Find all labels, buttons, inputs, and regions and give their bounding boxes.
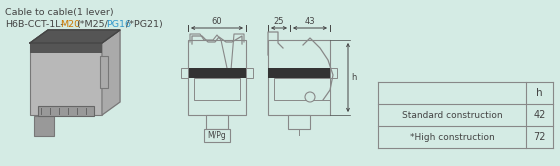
- Text: Standard construction: Standard construction: [402, 111, 502, 120]
- Text: 72: 72: [533, 132, 546, 142]
- Text: M20: M20: [60, 20, 81, 29]
- Text: 42: 42: [533, 110, 545, 120]
- Bar: [268, 40, 330, 115]
- Text: PG16: PG16: [106, 20, 131, 29]
- Bar: [30, 43, 102, 115]
- Text: 43: 43: [305, 17, 315, 26]
- Polygon shape: [30, 30, 120, 43]
- Text: Cable to cable(1 lever): Cable to cable(1 lever): [5, 8, 114, 17]
- Bar: [268, 68, 330, 78]
- Text: 60: 60: [212, 17, 222, 26]
- Bar: [38, 106, 94, 116]
- Text: *High construction: *High construction: [409, 132, 494, 141]
- Text: H6B-CCT-1L-: H6B-CCT-1L-: [5, 20, 64, 29]
- Bar: [204, 129, 230, 142]
- Bar: [30, 43, 102, 53]
- Bar: [188, 40, 246, 115]
- Bar: [330, 68, 337, 78]
- Bar: [188, 68, 246, 78]
- Circle shape: [305, 92, 315, 102]
- Bar: [288, 115, 310, 129]
- Bar: [181, 68, 188, 78]
- Text: h: h: [351, 73, 356, 82]
- Bar: [100, 56, 108, 88]
- Text: /*PG21): /*PG21): [126, 20, 163, 29]
- Bar: [34, 116, 54, 136]
- Polygon shape: [102, 30, 120, 115]
- Text: h: h: [536, 88, 543, 98]
- Bar: [206, 115, 228, 129]
- Bar: [246, 68, 253, 78]
- Polygon shape: [30, 30, 120, 43]
- Bar: [274, 78, 330, 100]
- Text: (*M25/: (*M25/: [76, 20, 108, 29]
- Text: 25: 25: [274, 17, 284, 26]
- Text: M/Pg: M/Pg: [208, 131, 226, 140]
- Bar: [194, 78, 240, 100]
